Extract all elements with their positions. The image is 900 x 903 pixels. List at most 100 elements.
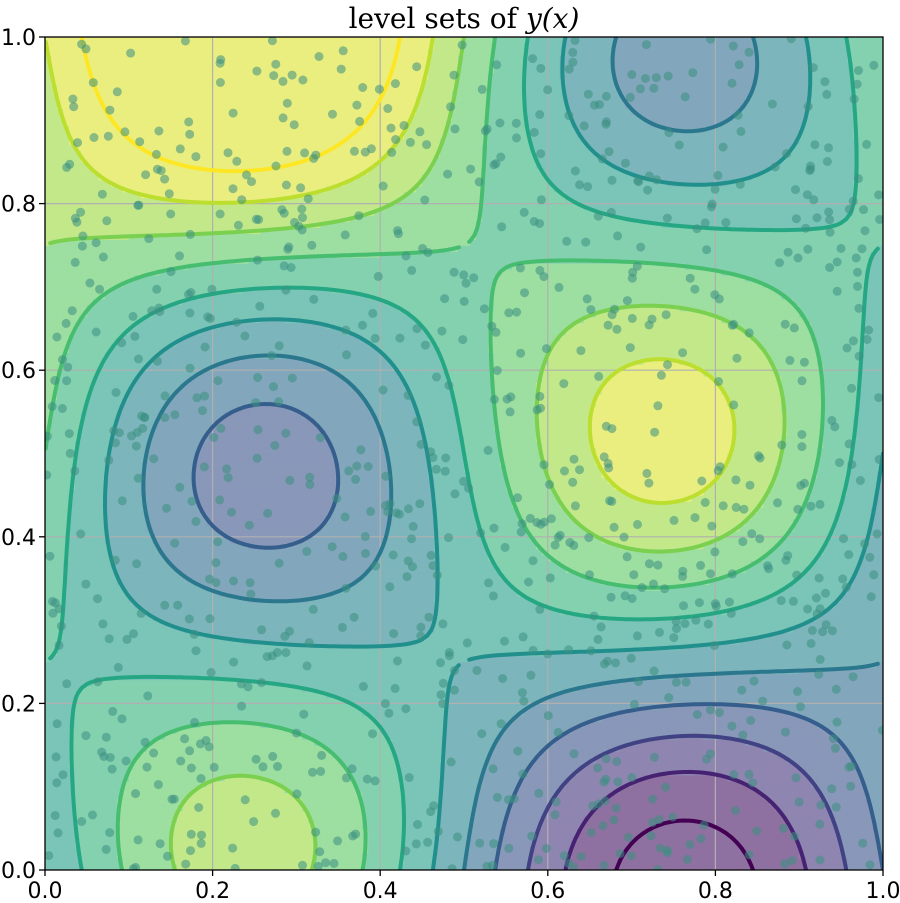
contour-fill-cell (45, 329, 52, 336)
contour-fill-cell (51, 43, 58, 50)
contour-fill-cell (141, 555, 148, 562)
contour-fill-cell (153, 763, 160, 770)
contour-fill-cell (189, 91, 196, 98)
contour-fill-cell (255, 471, 262, 478)
contour-fill-cell (147, 811, 154, 818)
contour-fill-cell (219, 739, 226, 746)
contour-fill-cell (177, 852, 184, 859)
contour-fill-cell (117, 620, 124, 627)
contour-fill-cell (99, 227, 106, 234)
contour-fill-cell (87, 751, 94, 758)
contour-fill-cell (189, 590, 196, 597)
contour-fill-cell (51, 186, 58, 193)
contour-fill-cell (141, 210, 148, 217)
contour-fill-cell (237, 644, 244, 651)
contour-fill-cell (201, 567, 208, 574)
contour-fill-cell (57, 567, 64, 574)
contour-fill-cell (153, 650, 160, 657)
contour-fill-cell (219, 436, 226, 443)
contour-fill-cell (45, 590, 52, 597)
contour-fill-cell (69, 287, 76, 294)
contour-fill-cell (135, 483, 142, 490)
contour-fill-cell (243, 567, 250, 574)
contour-fill-cell (249, 495, 256, 502)
contour-fill-cell (195, 662, 202, 669)
contour-fill-cell (177, 210, 184, 217)
contour-fill-cell (171, 507, 178, 514)
contour-fill-cell (249, 43, 256, 50)
contour-fill-cell (117, 275, 124, 282)
contour-fill-cell (117, 692, 124, 699)
contour-fill-cell (243, 394, 250, 401)
contour-fill-cell (81, 251, 88, 258)
contour-fill-cell (57, 424, 64, 431)
contour-fill-cell (243, 293, 250, 300)
contour-fill-cell (111, 626, 118, 633)
contour-fill-cell (183, 61, 190, 68)
contour-fill-cell (135, 108, 142, 115)
contour-fill-cell (171, 686, 178, 693)
contour-fill-cell (159, 239, 166, 246)
contour-fill-cell (243, 43, 250, 50)
contour-fill-cell (183, 97, 190, 104)
contour-fill-cell (105, 793, 112, 800)
contour-fill-cell (75, 596, 82, 603)
contour-fill-cell (99, 662, 106, 669)
contour-fill-cell (141, 543, 148, 550)
contour-fill-cell (237, 668, 244, 675)
contour-fill-cell (75, 376, 82, 383)
contour-fill-cell (141, 180, 148, 187)
contour-fill-cell (225, 394, 232, 401)
contour-fill-cell (177, 620, 184, 627)
contour-fill-cell (111, 269, 118, 276)
contour-fill-cell (87, 436, 94, 443)
contour-fill-cell (57, 852, 64, 859)
contour-fill-cell (159, 739, 166, 746)
contour-fill-cell (243, 656, 250, 663)
contour-fill-cell (153, 513, 160, 520)
contour-fill-cell (213, 108, 220, 115)
contour-fill-cell (63, 269, 70, 276)
contour-fill-cell (93, 638, 100, 645)
contour-fill-cell (213, 412, 220, 419)
contour-fill-cell (255, 584, 262, 591)
contour-fill-cell (147, 210, 154, 217)
contour-fill-cell (189, 323, 196, 330)
contour-fill-cell (51, 37, 58, 44)
contour-fill-cell (87, 793, 94, 800)
contour-fill-cell (117, 67, 124, 74)
contour-fill-cell (57, 73, 64, 80)
contour-fill-cell (249, 858, 256, 865)
contour-fill-cell (51, 287, 58, 294)
contour-fill-cell (105, 305, 112, 312)
contour-fill-cell (201, 811, 208, 818)
contour-fill-cell (213, 388, 220, 395)
contour-fill-cell (81, 221, 88, 228)
contour-fill-cell (183, 412, 190, 419)
contour-fill-cell (63, 828, 70, 835)
contour-fill-cell (63, 816, 70, 823)
contour-fill-cell (129, 168, 136, 175)
contour-fill-cell (147, 715, 154, 722)
contour-fill-cell (135, 305, 142, 312)
contour-fill-cell (201, 67, 208, 74)
contour-fill-cell (219, 370, 226, 377)
contour-fill-cell (45, 263, 52, 270)
contour-fill-cell (165, 573, 172, 580)
contour-fill-cell (51, 49, 58, 56)
contour-fill-cell (129, 126, 136, 133)
contour-fill-cell (153, 245, 160, 252)
contour-fill-cell (57, 483, 64, 490)
contour-fill-cell (117, 346, 124, 353)
contour-fill-cell (165, 114, 172, 121)
contour-fill-cell (243, 507, 250, 514)
contour-fill-cell (93, 459, 100, 466)
contour-fill-cell (117, 775, 124, 782)
contour-fill-cell (171, 293, 178, 300)
contour-fill-cell (69, 412, 76, 419)
contour-fill-cell (183, 555, 190, 562)
contour-fill-cell (105, 97, 112, 104)
contour-fill-cell (105, 811, 112, 818)
contour-fill-cell (213, 352, 220, 359)
contour-fill-cell (135, 251, 142, 258)
